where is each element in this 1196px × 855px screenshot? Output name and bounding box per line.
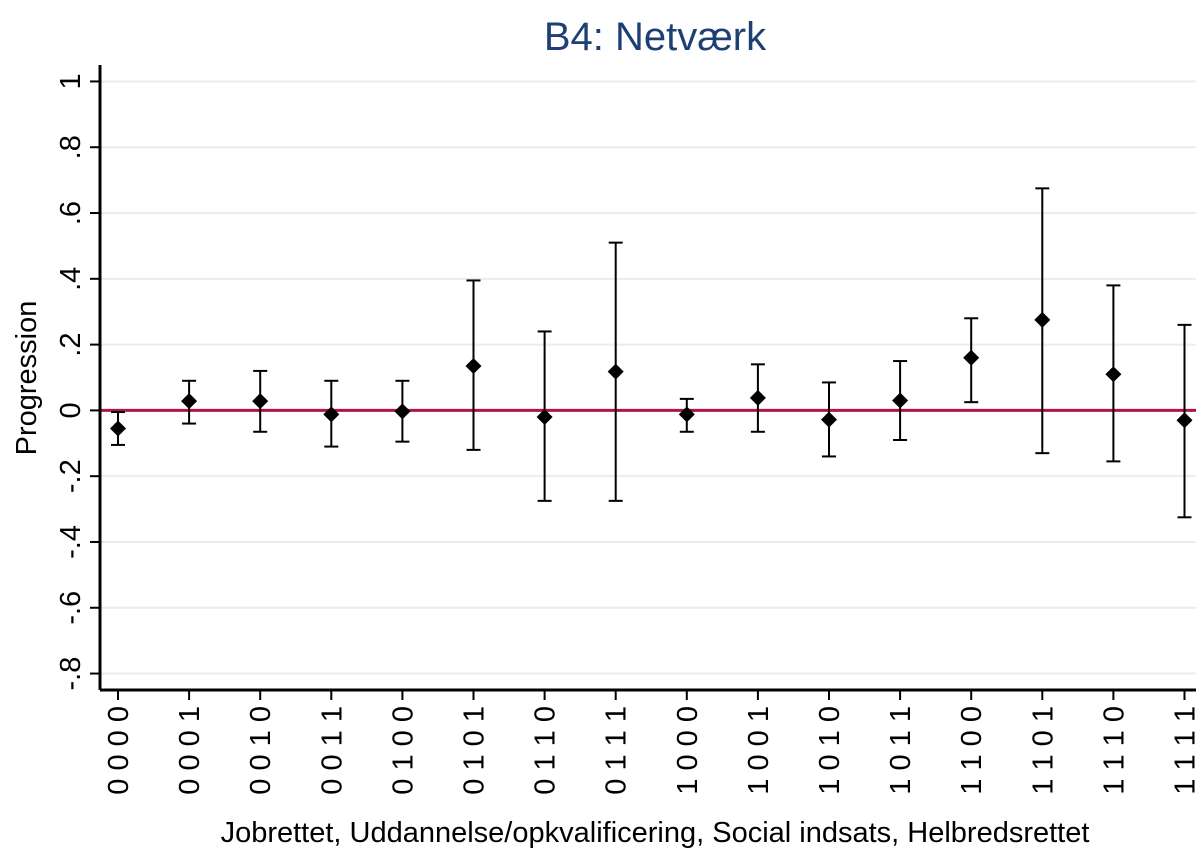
data-point-group bbox=[1105, 284, 1122, 463]
y-tick-label: -.4 bbox=[55, 525, 87, 559]
y-tick-label: -.6 bbox=[55, 591, 87, 625]
x-tick-label: 1 1 1 0 bbox=[1098, 706, 1130, 795]
data-point-group bbox=[110, 411, 126, 446]
data-point-group bbox=[536, 330, 553, 502]
point-marker bbox=[963, 349, 980, 366]
x-tick-label: 1 1 0 0 bbox=[956, 706, 988, 795]
data-point-group bbox=[1034, 187, 1051, 455]
data-point-group bbox=[394, 379, 411, 443]
y-axis-label: Progression bbox=[11, 301, 43, 456]
y-tick-label: .2 bbox=[55, 333, 87, 357]
point-marker bbox=[1176, 412, 1193, 429]
data-point-group bbox=[607, 241, 624, 502]
point-marker bbox=[749, 389, 766, 406]
gridlines bbox=[100, 80, 1196, 675]
data-point-group bbox=[749, 363, 766, 433]
data-points bbox=[110, 187, 1193, 519]
x-tick-label: 1 1 1 1 bbox=[1170, 706, 1196, 795]
data-point-group bbox=[821, 381, 837, 458]
data-point-group bbox=[181, 379, 198, 425]
x-axis-label: Jobrettet, Uddannelse/opkvalificering, S… bbox=[221, 817, 1090, 849]
y-tick-label: .8 bbox=[55, 135, 87, 159]
data-point-group bbox=[252, 369, 269, 433]
x-tick-label: 0 1 0 1 bbox=[459, 706, 491, 795]
point-marker bbox=[252, 393, 269, 410]
point-marker bbox=[394, 403, 411, 420]
point-marker bbox=[465, 357, 482, 374]
point-marker bbox=[678, 406, 695, 423]
data-point-group bbox=[963, 317, 980, 404]
point-marker bbox=[323, 406, 340, 423]
data-point-group bbox=[465, 279, 482, 451]
x-tick-label: 0 1 1 0 bbox=[530, 706, 562, 795]
data-point-group bbox=[892, 360, 909, 441]
x-tick-label: 1 0 1 0 bbox=[814, 706, 846, 795]
chart-title: B4: Netværk bbox=[544, 15, 767, 59]
x-tick-label: 1 0 0 0 bbox=[672, 706, 704, 795]
x-tick-label: 1 1 0 1 bbox=[1027, 706, 1059, 795]
point-marker bbox=[110, 420, 126, 437]
y-tick-label: .4 bbox=[55, 267, 87, 291]
data-point-group bbox=[678, 397, 695, 433]
x-tick-label: 0 0 0 1 bbox=[174, 706, 206, 795]
y-tick-label: -.2 bbox=[55, 459, 87, 493]
axes: -.8 -.6 -.4 -.2 0 .2 .4 .6 .8 1 0 0 0 0 0 0 0 1 0 0 … bbox=[55, 65, 1196, 795]
y-tick-label: 1 bbox=[55, 73, 87, 89]
x-tick-label: 0 1 0 0 bbox=[387, 706, 419, 795]
x-tick-label: 0 0 1 1 bbox=[316, 706, 348, 795]
x-tick-label: 0 0 1 0 bbox=[245, 706, 277, 795]
y-tick-label: .6 bbox=[55, 201, 87, 225]
data-point-group bbox=[1176, 323, 1193, 519]
point-marker bbox=[1034, 311, 1051, 328]
point-marker bbox=[1105, 366, 1122, 383]
data-point-group bbox=[323, 379, 340, 448]
point-marker bbox=[892, 392, 909, 409]
y-tick-label: -.8 bbox=[55, 657, 87, 691]
point-marker bbox=[536, 408, 553, 425]
x-tick-label: 0 0 0 0 bbox=[103, 706, 135, 795]
x-tick-label: 1 0 0 1 bbox=[743, 706, 775, 795]
point-marker bbox=[821, 411, 837, 428]
point-marker bbox=[607, 363, 624, 380]
y-tick-label: 0 bbox=[55, 402, 87, 418]
x-tick-label: 1 0 1 1 bbox=[885, 706, 917, 795]
point-marker bbox=[181, 393, 198, 410]
x-tick-label: 0 1 1 1 bbox=[601, 706, 633, 795]
